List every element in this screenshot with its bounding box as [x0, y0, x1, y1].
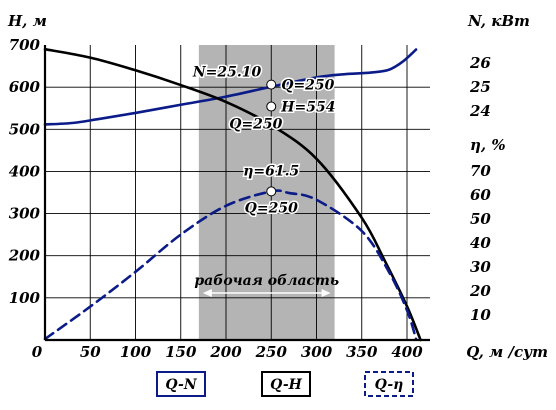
- y-left-tick-label: 200: [8, 247, 41, 265]
- x-tick-label: 250: [255, 343, 288, 361]
- operating-point-label: Q=250: [229, 117, 282, 133]
- y-efficiency-axis-title: η, %: [470, 136, 506, 154]
- x-axis-title: Q, м /сут: [466, 343, 548, 361]
- y-left-tick-label: 500: [9, 120, 41, 138]
- plot-frame-layer: [43, 45, 430, 342]
- x-tick-label: 150: [165, 343, 197, 361]
- qeta-curve: [43, 189, 418, 341]
- y-left-tick-label: 400: [9, 162, 41, 180]
- x-tick-label: 200: [209, 343, 242, 361]
- operating-point-label: η=61.5: [243, 163, 299, 179]
- legend-item-label: Q-η: [375, 377, 404, 393]
- working-region-label: рабочая область: [194, 273, 339, 289]
- legend-item-label: Q-H: [270, 377, 303, 393]
- operating-point-label: Q=250: [245, 200, 298, 216]
- x-tick-label: 50: [80, 343, 101, 361]
- y-left-axis-title: H, м: [7, 12, 47, 30]
- working-region-arrowhead-right: [321, 289, 331, 297]
- operating-point-label: H=554: [280, 100, 335, 116]
- y-efficiency-tick-label: 50: [470, 210, 491, 228]
- y-efficiency-tick-label: 20: [469, 282, 491, 300]
- operating-point-label: N=25.10: [192, 65, 262, 81]
- y-power-axis-title: N, кВт: [467, 12, 530, 30]
- y-power-tick-label: 25: [469, 78, 491, 96]
- operating-point-label: Q=250: [281, 78, 334, 94]
- labels-layer: рабочая область 0 50 100 150 200 250 300 350 400 1…: [7, 12, 548, 361]
- y-left-tick-label: 100: [9, 289, 41, 307]
- gridlines: [45, 45, 430, 340]
- x-tick-label: 100: [120, 343, 152, 361]
- x-tick-label: 400: [391, 343, 423, 361]
- y-efficiency-tick-label: 70: [470, 162, 491, 180]
- y-efficiency-tick-label: 40: [470, 234, 491, 252]
- y-efficiency-tick-label: 60: [470, 186, 491, 204]
- legend-item-box: [156, 371, 206, 397]
- x-tick-label: 350: [346, 343, 378, 361]
- y-left-tick-label: 300: [9, 205, 41, 223]
- legend-item-box: [261, 371, 311, 397]
- y-efficiency-tick-label: 10: [470, 306, 491, 324]
- legend-item-box: [364, 371, 414, 397]
- operating-point-marker: [266, 186, 277, 197]
- y-left-tick-label: 700: [9, 36, 41, 54]
- y-power-tick-label: 24: [469, 102, 491, 120]
- operating-point-marker: [266, 101, 277, 112]
- x-tick-label: 300: [301, 343, 333, 361]
- x-tick-label: 0: [32, 343, 43, 361]
- y-power-tick-label: 26: [469, 54, 491, 72]
- y-efficiency-tick-label: 30: [470, 258, 491, 276]
- legend: Q-N Q-H Q-η: [156, 371, 414, 397]
- operating-point-marker: [266, 79, 277, 90]
- y-left-tick-label: 600: [9, 78, 41, 96]
- legend-item-label: Q-N: [165, 377, 198, 393]
- working-region-arrowhead-left: [202, 289, 212, 297]
